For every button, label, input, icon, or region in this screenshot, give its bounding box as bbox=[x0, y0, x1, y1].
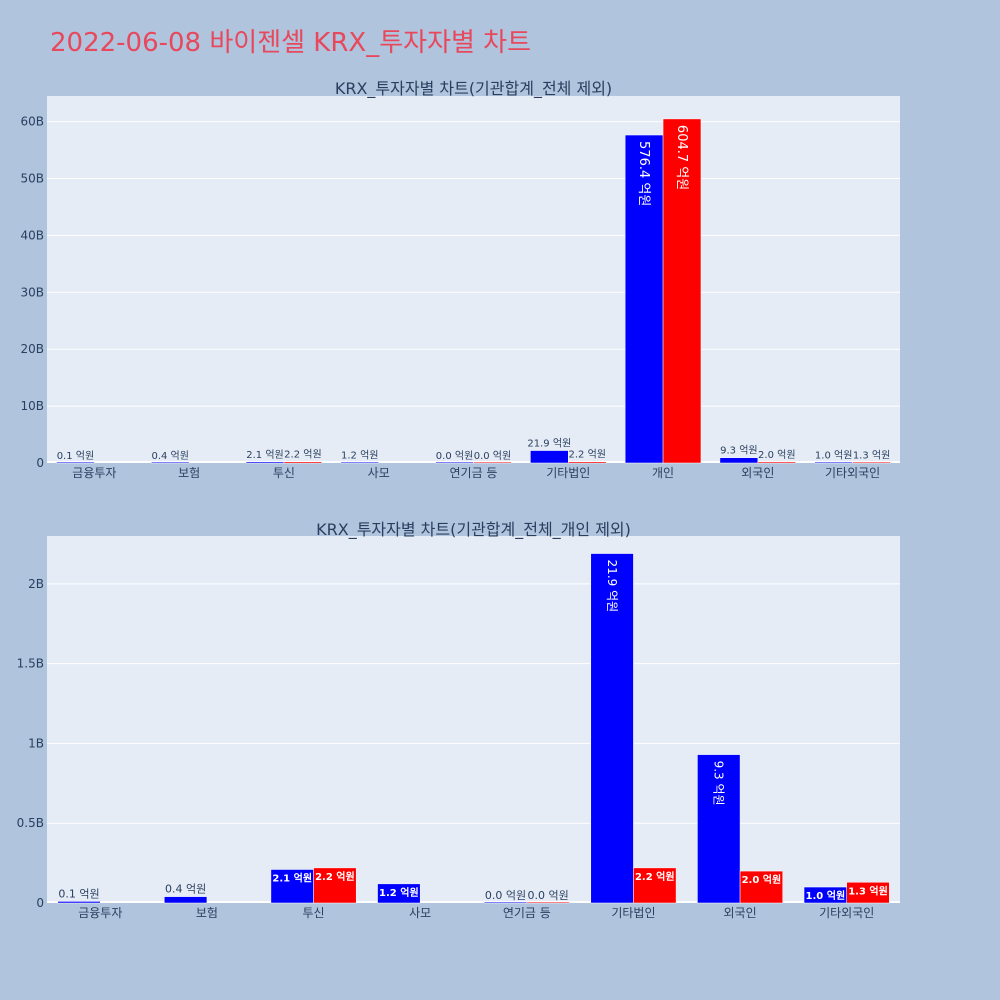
bar bbox=[526, 901, 570, 904]
bar bbox=[662, 118, 702, 464]
x-tick-label: 보험 bbox=[196, 906, 218, 920]
y-tick-label: 10B bbox=[20, 399, 44, 413]
data-label: 0.0 억원 bbox=[474, 450, 511, 462]
x-tick-label: 사모 bbox=[409, 906, 431, 920]
bar bbox=[151, 461, 190, 464]
x-tick-label: 연기금 등 bbox=[450, 466, 498, 480]
data-label: 0.4 억원 bbox=[165, 883, 206, 896]
data-label: 604.7 억원 bbox=[674, 125, 689, 190]
data-label: 0.1 억원 bbox=[57, 450, 94, 462]
bar bbox=[697, 754, 741, 904]
y-tick-label: 2B bbox=[28, 577, 44, 591]
chart-title: KRX_투자자별 차트(기관합계_전체 제외) bbox=[335, 79, 612, 99]
y-tick-label: 0.5B bbox=[17, 816, 44, 830]
x-tick-label: 기타법인 bbox=[546, 466, 590, 480]
data-label: 2.0 억원 bbox=[742, 873, 782, 886]
x-tick-label: 기타법인 bbox=[611, 906, 655, 920]
data-label: 2.0 억원 bbox=[758, 449, 795, 461]
data-label: 2.2 억원 bbox=[284, 449, 321, 461]
data-label: 21.9 억원 bbox=[527, 438, 571, 450]
x-tick-label: 기타외국인 bbox=[819, 906, 874, 920]
bar bbox=[473, 461, 512, 464]
y-tick-label: 50B bbox=[20, 172, 44, 186]
bar bbox=[270, 869, 314, 904]
data-label: 9.3 억원 bbox=[720, 445, 757, 457]
x-tick-label: 외국인 bbox=[741, 466, 774, 480]
x-tick-label: 개인 bbox=[652, 466, 674, 480]
bar bbox=[57, 901, 101, 904]
data-label: 1.0 억원 bbox=[815, 449, 852, 461]
bar bbox=[814, 461, 853, 464]
data-label: 576.4 억원 bbox=[636, 141, 651, 206]
bar bbox=[568, 461, 607, 464]
bar bbox=[377, 883, 421, 904]
plot-area-1 bbox=[47, 536, 900, 903]
bar bbox=[164, 896, 208, 904]
y-tick-label: 1.5B bbox=[17, 657, 44, 671]
data-label: 9.3 억원 bbox=[712, 761, 726, 806]
data-label: 1.2 억원 bbox=[341, 449, 378, 461]
plot-area-0 bbox=[47, 96, 900, 463]
y-tick-label: 60B bbox=[20, 115, 44, 129]
bar bbox=[340, 461, 379, 464]
data-label: 1.3 억원 bbox=[848, 884, 888, 897]
data-label: 2.2 억원 bbox=[635, 870, 675, 883]
bar bbox=[245, 461, 285, 464]
bar bbox=[590, 553, 634, 904]
bar bbox=[435, 461, 474, 464]
bar bbox=[846, 882, 890, 904]
x-tick-label: 연기금 등 bbox=[503, 906, 551, 920]
x-tick-label: 투신 bbox=[303, 906, 325, 920]
data-label: 2.1 억원 bbox=[246, 449, 283, 461]
data-label: 0.4 억원 bbox=[151, 450, 188, 462]
data-label: 2.2 억원 bbox=[568, 449, 605, 461]
bar bbox=[483, 901, 528, 904]
bar bbox=[56, 461, 95, 464]
y-tick-label: 20B bbox=[20, 342, 44, 356]
y-tick-label: 30B bbox=[20, 285, 44, 299]
bar bbox=[852, 461, 891, 464]
page-title: 2022-06-08 바이젠셀 KRX_투자자별 차트 bbox=[50, 28, 532, 58]
x-tick-label: 투신 bbox=[273, 466, 295, 480]
bar bbox=[719, 457, 759, 464]
data-label: 0.0 억원 bbox=[436, 450, 473, 462]
y-tick-label: 0 bbox=[36, 456, 44, 470]
y-tick-label: 40B bbox=[20, 228, 44, 242]
x-tick-label: 사모 bbox=[368, 466, 390, 480]
bar bbox=[313, 867, 357, 904]
x-tick-label: 보험 bbox=[178, 466, 200, 480]
x-tick-label: 금융투자 bbox=[78, 906, 122, 920]
data-label: 0.0 억원 bbox=[485, 889, 526, 902]
bar bbox=[624, 134, 664, 464]
data-label: 2.2 억원 bbox=[315, 870, 355, 883]
data-label: 1.2 억원 bbox=[379, 886, 419, 899]
x-tick-label: 기타외국인 bbox=[825, 466, 880, 480]
x-tick-label: 금융투자 bbox=[72, 466, 116, 480]
bar bbox=[530, 450, 569, 464]
data-label: 2.1 억원 bbox=[272, 871, 312, 884]
bar bbox=[757, 461, 796, 464]
chart-title: KRX_투자자별 차트(기관합계_전체_개인 제외) bbox=[316, 520, 631, 540]
data-label: 1.0 억원 bbox=[806, 889, 846, 902]
bar bbox=[739, 870, 783, 904]
data-label: 21.9 억원 bbox=[605, 560, 619, 613]
bar bbox=[633, 867, 677, 904]
data-label: 1.3 억원 bbox=[853, 449, 890, 461]
y-tick-label: 1B bbox=[28, 736, 44, 750]
data-label: 0.0 억원 bbox=[528, 889, 569, 902]
bar bbox=[283, 461, 323, 464]
y-tick-label: 0 bbox=[36, 896, 44, 910]
data-label: 0.1 억원 bbox=[58, 887, 99, 900]
x-tick-label: 외국인 bbox=[724, 906, 757, 920]
